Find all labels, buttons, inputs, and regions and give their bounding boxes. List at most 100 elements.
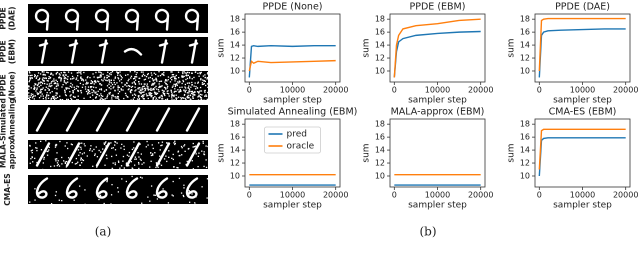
noise-pixel xyxy=(159,96,161,98)
y-tick-label: 14 xyxy=(375,41,385,50)
noise-pixel xyxy=(37,83,39,86)
x-tick-label: 0 xyxy=(392,191,397,200)
noise-pixel xyxy=(133,93,136,95)
noise-pixel xyxy=(193,85,195,87)
digit-stroke xyxy=(155,177,169,199)
noise-pixel xyxy=(114,144,116,146)
noise-pixel xyxy=(95,86,97,89)
noise-pixel xyxy=(203,82,205,85)
noise-pixel xyxy=(99,194,102,197)
noise-pixel xyxy=(41,168,44,171)
noise-pixel xyxy=(200,79,202,81)
noise-pixel xyxy=(183,75,185,78)
noise-pixel xyxy=(171,157,173,160)
noise-pixel xyxy=(140,90,142,92)
noise-pixel xyxy=(93,148,95,151)
noise-pixel xyxy=(65,166,68,168)
noise-pixel xyxy=(44,74,47,76)
noise-pixel xyxy=(132,78,135,80)
row-label-line: CMA-ES xyxy=(3,173,12,205)
chart-title: PPDE (DAE) xyxy=(555,2,610,13)
noise-pixel xyxy=(164,94,166,97)
noise-pixel xyxy=(106,157,108,160)
noise-pixel xyxy=(65,82,67,85)
noise-pixel xyxy=(150,72,153,74)
x-tick-label: 0 xyxy=(247,86,252,95)
noise-pixel xyxy=(206,78,208,80)
noise-pixel xyxy=(43,156,45,159)
noise-pixel xyxy=(123,97,125,100)
noise-pixel xyxy=(64,161,67,163)
noise-pixel xyxy=(174,140,176,142)
noise-pixel xyxy=(103,90,106,92)
noise-pixel xyxy=(38,85,40,88)
noise-pixel xyxy=(110,203,112,205)
noise-pixel xyxy=(87,88,89,91)
noise-pixel xyxy=(40,81,42,83)
noise-pixel xyxy=(183,187,185,189)
noise-pixel xyxy=(198,75,200,77)
noise-pixel xyxy=(180,96,182,99)
noise-pixel xyxy=(154,82,156,84)
noise-pixel xyxy=(165,88,167,90)
noise-pixel xyxy=(191,81,193,84)
y-axis-label: sum xyxy=(362,143,372,162)
noise-pixel xyxy=(90,86,92,88)
noise-pixel xyxy=(187,71,189,74)
noise-pixel xyxy=(185,78,187,81)
noise-pixel xyxy=(105,154,108,156)
noise-pixel xyxy=(108,83,110,85)
noise-pixel xyxy=(48,75,50,78)
noise-pixel xyxy=(56,164,58,167)
plot-frame xyxy=(244,13,341,83)
noise-pixel xyxy=(97,90,99,92)
noise-pixel xyxy=(147,144,149,146)
noise-pixel xyxy=(54,194,57,197)
noise-pixel xyxy=(77,72,79,74)
noise-pixel xyxy=(137,152,139,154)
noise-pixel xyxy=(28,86,30,88)
noise-pixel xyxy=(81,162,83,164)
y-axis-label: sum xyxy=(507,38,517,57)
noise-pixel xyxy=(121,77,123,79)
noise-pixel xyxy=(100,72,103,74)
noise-pixel xyxy=(183,93,186,96)
noise-pixel xyxy=(117,97,119,100)
noise-pixel xyxy=(35,83,37,85)
noise-pixel xyxy=(117,77,119,79)
noise-pixel xyxy=(158,80,161,83)
row-label-line: (None) xyxy=(8,71,17,100)
noise-pixel xyxy=(141,94,144,97)
noise-pixel xyxy=(68,87,70,90)
noise-pixel xyxy=(104,142,107,144)
noise-pixel xyxy=(134,76,137,78)
noise-pixel xyxy=(200,98,203,101)
noise-pixel xyxy=(117,95,119,98)
noise-pixel xyxy=(52,96,55,98)
noise-pixel xyxy=(175,90,177,93)
noise-pixel xyxy=(80,71,82,73)
noise-pixel xyxy=(157,89,160,91)
x-tick-label: 20000 xyxy=(468,86,493,95)
noise-pixel xyxy=(140,95,143,98)
noise-pixel xyxy=(55,143,57,146)
noise-pixel xyxy=(77,99,79,101)
noise-pixel xyxy=(162,92,165,95)
noise-pixel xyxy=(198,152,200,154)
noise-pixel xyxy=(45,96,47,99)
noise-pixel xyxy=(37,92,40,95)
noise-pixel xyxy=(131,82,133,84)
noise-pixel xyxy=(31,77,33,79)
noise-pixel xyxy=(117,92,119,95)
noise-pixel xyxy=(154,194,156,196)
noise-pixel xyxy=(145,146,147,148)
noise-pixel xyxy=(89,148,92,150)
noise-pixel xyxy=(117,89,119,91)
noise-pixel xyxy=(206,178,209,180)
noise-pixel xyxy=(110,85,112,87)
noise-pixel xyxy=(101,98,103,100)
noise-pixel xyxy=(47,94,50,97)
y-tick-label: 10 xyxy=(520,66,530,75)
noise-pixel xyxy=(114,141,117,143)
noise-pixel xyxy=(45,77,47,79)
